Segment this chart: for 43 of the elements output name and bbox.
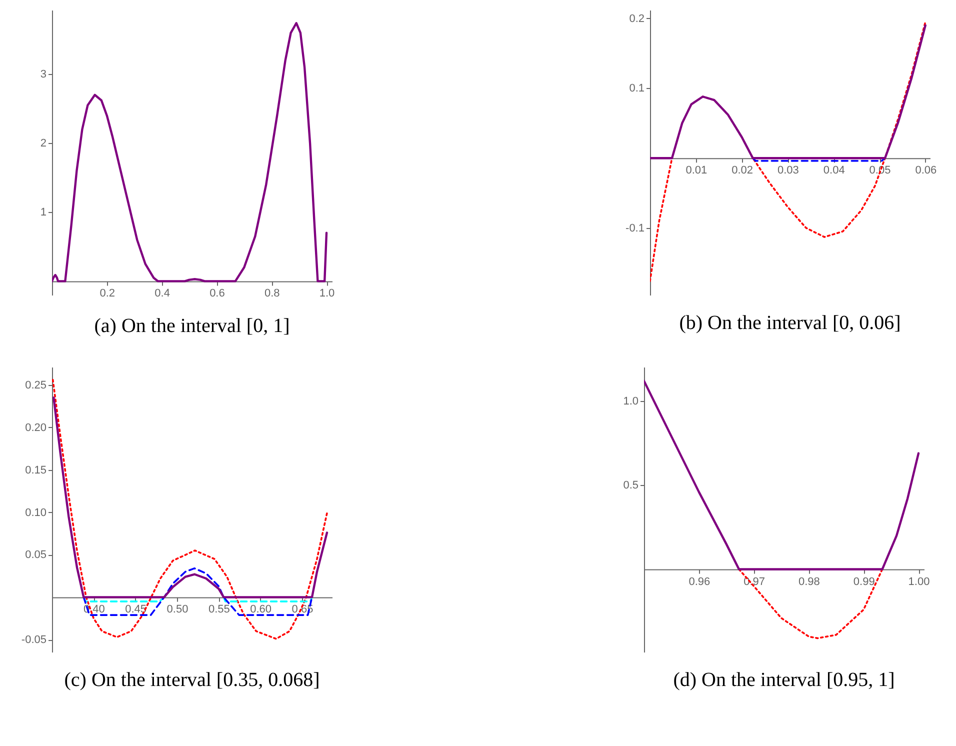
text: (a) On the interval [0, 1] <box>94 315 290 338</box>
y-tick-label: 0.2 <box>629 12 644 25</box>
line-series <box>644 380 920 570</box>
line-series <box>650 24 927 160</box>
y-tick-label: 0.05 <box>25 549 46 562</box>
x-tick-label: 0.55 <box>208 604 230 616</box>
y-tick-label: 1.0 <box>623 396 638 408</box>
y-tick-label: 0.5 <box>623 480 638 492</box>
x-tick-label: 0.60 <box>250 604 272 616</box>
x-tick-label: 0.99 <box>853 576 875 588</box>
text: (d) On the interval [0.95, 1] <box>673 669 895 691</box>
x-tick-label: 0.98 <box>798 576 820 588</box>
x-tick-label: 0.4 <box>154 288 170 300</box>
line-series <box>52 396 328 598</box>
x-tick-label: 0.2 <box>100 288 116 300</box>
x-tick-label: 1.00 <box>908 576 930 588</box>
x-tick-label: 0.50 <box>166 604 188 616</box>
y-tick-label: 1 <box>40 206 46 219</box>
x-tick-label: 0.02 <box>732 164 754 177</box>
text: (b) On the interval [0, 0.06] <box>679 312 901 334</box>
x-tick-label: 0.6 <box>210 288 225 300</box>
y-tick-label: 3 <box>40 68 46 81</box>
y-tick-label: 0.25 <box>25 379 46 392</box>
line-series <box>738 568 884 640</box>
y-tick-label: -0.05 <box>21 634 46 646</box>
x-tick-label: 0.03 <box>777 164 799 177</box>
x-tick-label: 0.06 <box>915 164 937 177</box>
y-tick-label: 2 <box>40 138 46 150</box>
y-tick-label: -0.1 <box>626 222 644 234</box>
line-series <box>52 378 328 640</box>
x-tick-label: 1.0 <box>319 288 335 300</box>
y-tick-label: 0.20 <box>25 422 46 434</box>
text: (c) On the interval [0.35, 0.068] <box>64 669 320 691</box>
line-series <box>82 567 313 616</box>
y-tick-label: 0.10 <box>25 506 46 519</box>
x-tick-label: 0.45 <box>125 604 147 616</box>
x-tick-label: 0.04 <box>823 164 845 177</box>
x-tick-label: 0.01 <box>686 164 708 177</box>
x-tick-label: 0.8 <box>264 288 280 300</box>
y-tick-label: 0.1 <box>629 82 644 95</box>
line-series <box>52 22 328 282</box>
x-tick-label: 0.96 <box>688 576 710 588</box>
y-tick-label: 0.15 <box>25 464 46 476</box>
